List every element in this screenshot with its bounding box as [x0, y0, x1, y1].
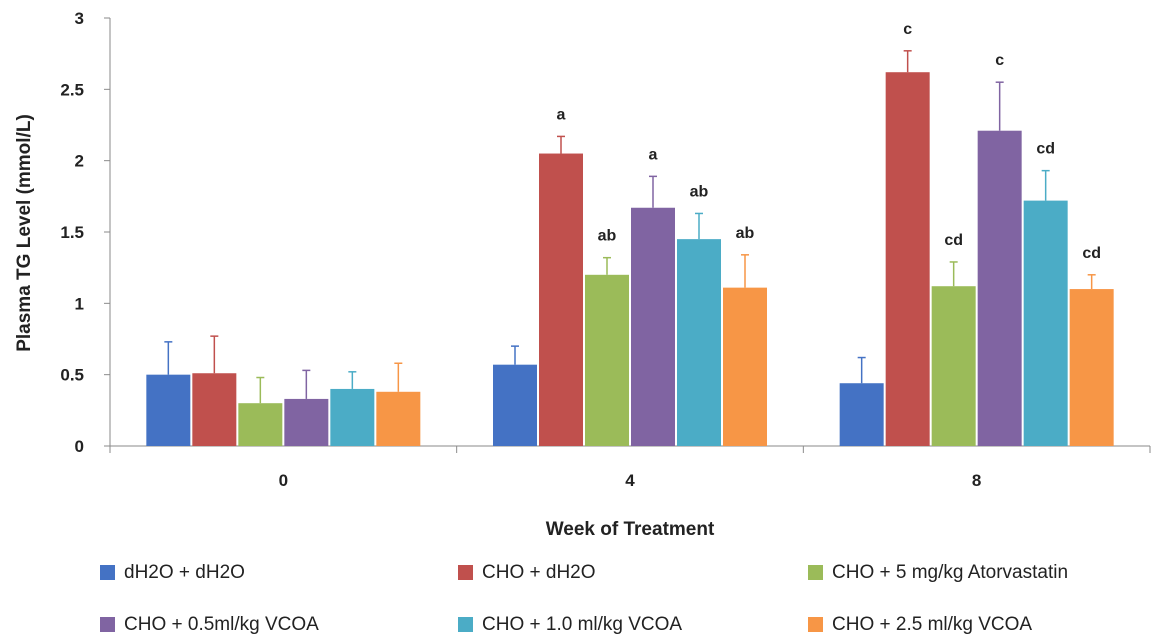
- y-tick-label: 3: [75, 9, 84, 28]
- bar: [723, 287, 767, 446]
- bar: [977, 130, 1022, 446]
- bar: [493, 364, 537, 446]
- chart-legend: dH2O + dH2O CHO + dH2O CHO + 5 mg/kg Atorv…: [100, 562, 1068, 635]
- significance-label: ab: [736, 225, 755, 242]
- significance-label: ab: [598, 228, 617, 245]
- legend-swatch: [100, 565, 115, 580]
- legend-label: CHO + dH2O: [482, 562, 596, 583]
- significance-label: cd: [944, 232, 963, 249]
- x-tick-label: 4: [625, 471, 635, 490]
- bar: [330, 388, 375, 446]
- bar: [192, 373, 237, 446]
- legend-swatch: [808, 617, 823, 632]
- y-tick-label: 1.5: [60, 223, 84, 242]
- legend-label: CHO + 0.5ml/kg VCOA: [124, 614, 319, 635]
- bar: [1023, 200, 1068, 446]
- bar: [1069, 289, 1114, 446]
- bar: [284, 398, 329, 446]
- bar: [677, 239, 721, 446]
- bar: [931, 286, 976, 446]
- significance-label: ab: [690, 183, 709, 200]
- significance-label: cd: [1036, 141, 1055, 158]
- x-axis-title: Week of Treatment: [546, 519, 715, 540]
- bar: [839, 383, 884, 446]
- significance-label: cd: [1082, 245, 1101, 262]
- significance-label: a: [557, 106, 566, 123]
- chart-bars: a ab a ab ab c cd c cd cd: [146, 21, 1114, 447]
- bar: [885, 72, 930, 447]
- bar: [631, 207, 675, 446]
- chart-axes: 0 0.5 1 1.5 2 2.5 3 0 4 8: [60, 9, 1151, 490]
- legend-label: dH2O + dH2O: [124, 562, 245, 583]
- bar: [238, 403, 283, 446]
- y-tick-label: 0: [75, 437, 84, 456]
- bar: [376, 391, 421, 446]
- x-tick-label: 0: [279, 471, 288, 490]
- y-axis-title: Plasma TG Level (mmol/L): [14, 114, 35, 352]
- y-tick-label: 2: [75, 152, 84, 171]
- y-tick-label: 2.5: [60, 80, 84, 99]
- legend-label: CHO + 5 mg/kg Atorvastatin: [832, 562, 1068, 583]
- legend-swatch: [100, 617, 115, 632]
- significance-label: c: [903, 21, 912, 38]
- y-tick-label: 0.5: [60, 366, 84, 385]
- legend-swatch: [458, 617, 473, 632]
- x-tick-label: 8: [972, 471, 981, 490]
- bar: [585, 274, 629, 446]
- significance-label: a: [649, 146, 658, 163]
- legend-swatch: [458, 565, 473, 580]
- bar: [146, 374, 191, 446]
- significance-label: c: [995, 52, 1004, 69]
- bar: [539, 153, 583, 447]
- legend-label: CHO + 1.0 ml/kg VCOA: [482, 614, 682, 635]
- legend-label: CHO + 2.5 ml/kg VCOA: [832, 614, 1032, 635]
- y-tick-label: 1: [75, 294, 84, 313]
- legend-swatch: [808, 565, 823, 580]
